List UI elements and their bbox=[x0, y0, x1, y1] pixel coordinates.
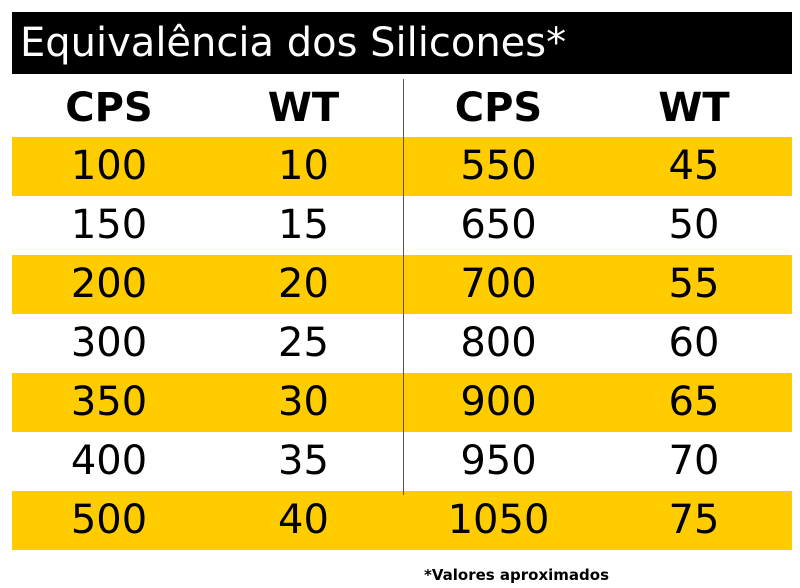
footnote: *Valores aproximados bbox=[424, 566, 610, 584]
table-header-row: CPS WT CPS WT bbox=[12, 79, 792, 137]
cell-cps-right: 800 bbox=[460, 320, 537, 366]
cell-cps-left: 400 bbox=[70, 438, 148, 484]
cell-cps-left: 350 bbox=[70, 379, 148, 425]
cell-wt-right: 55 bbox=[668, 261, 720, 307]
cell-wt-left: 10 bbox=[278, 143, 329, 189]
header-wt-right: WT bbox=[658, 84, 730, 131]
cell-wt-left: 20 bbox=[278, 261, 329, 307]
header-wt-left: WT bbox=[267, 84, 340, 131]
table-row: 150 15 650 50 bbox=[12, 196, 792, 255]
table-title: Equivalência dos Silicones* bbox=[12, 12, 792, 74]
cell-wt-left: 30 bbox=[278, 379, 329, 425]
cell-wt-right: 75 bbox=[668, 497, 720, 543]
cell-cps-left: 500 bbox=[70, 497, 148, 543]
table-row: 400 35 950 70 bbox=[12, 432, 792, 491]
cell-cps-left: 150 bbox=[70, 202, 148, 248]
cell-wt-left: 40 bbox=[278, 497, 329, 543]
cell-cps-left: 200 bbox=[70, 261, 148, 307]
cell-cps-right: 650 bbox=[460, 202, 537, 248]
cell-cps-right: 900 bbox=[460, 379, 537, 425]
table-row: 100 10 550 45 bbox=[12, 137, 792, 196]
equivalence-table: CPS WT CPS WT 100 10 550 45 150 15 650 5… bbox=[12, 79, 792, 550]
header-cps-left: CPS bbox=[65, 84, 153, 131]
table-row: 350 30 900 65 bbox=[12, 373, 792, 432]
table-row: 200 20 700 55 bbox=[12, 255, 792, 314]
cell-wt-left: 25 bbox=[278, 320, 329, 366]
cell-wt-right: 45 bbox=[668, 143, 720, 189]
table-row: 500 40 1050 75 bbox=[12, 491, 792, 550]
table-row: 300 25 800 60 bbox=[12, 314, 792, 373]
cell-cps-right: 700 bbox=[460, 261, 537, 307]
cell-wt-right: 50 bbox=[668, 202, 720, 248]
cell-wt-right: 70 bbox=[668, 438, 720, 484]
cell-wt-left: 15 bbox=[278, 202, 329, 248]
cell-cps-right: 950 bbox=[460, 438, 537, 484]
cell-wt-left: 35 bbox=[278, 438, 329, 484]
cell-wt-right: 65 bbox=[668, 379, 720, 425]
column-divider bbox=[403, 79, 404, 495]
cell-cps-left: 100 bbox=[70, 143, 148, 189]
cell-cps-left: 300 bbox=[70, 320, 148, 366]
cell-cps-right: 1050 bbox=[447, 497, 550, 543]
cell-wt-right: 60 bbox=[668, 320, 720, 366]
header-cps-right: CPS bbox=[454, 84, 543, 131]
cell-cps-right: 550 bbox=[460, 143, 537, 189]
